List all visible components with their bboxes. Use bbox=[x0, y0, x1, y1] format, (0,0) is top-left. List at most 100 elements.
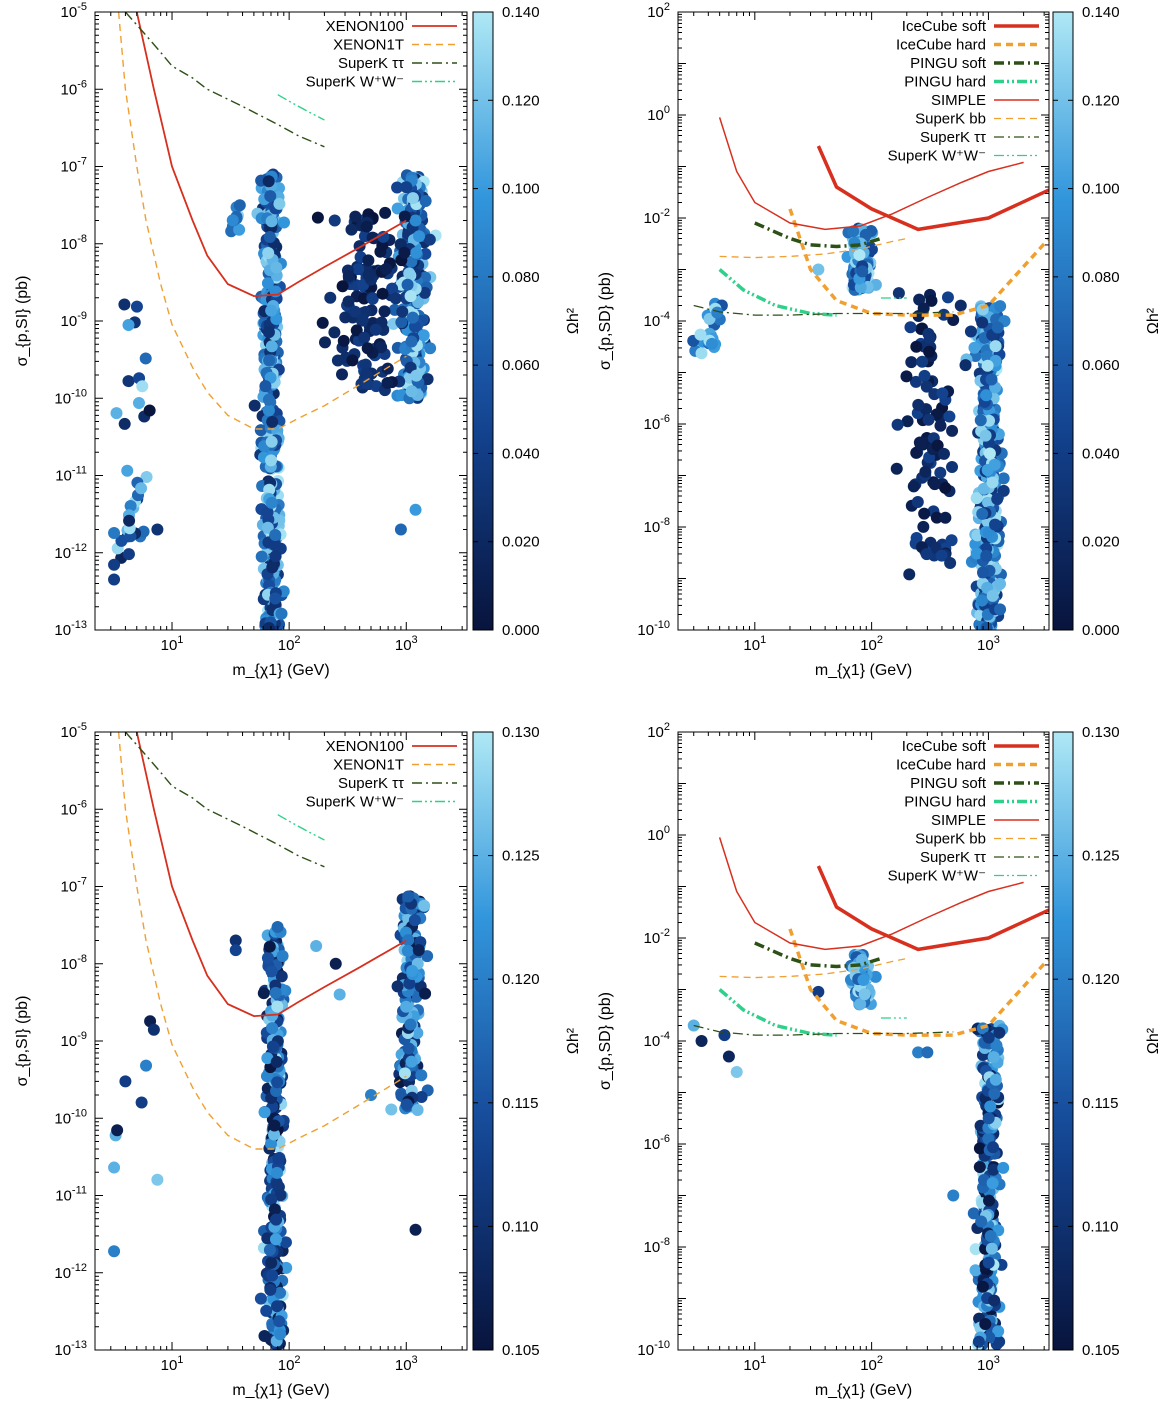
scatter-point bbox=[263, 354, 276, 367]
scatter-point bbox=[132, 396, 145, 409]
scatter-point bbox=[385, 1103, 398, 1116]
scatter-point bbox=[121, 464, 134, 477]
scatter-point bbox=[350, 324, 363, 337]
scatter-point bbox=[981, 359, 994, 372]
scatter-point bbox=[730, 1066, 743, 1079]
scatter-point bbox=[857, 973, 870, 986]
colorbar-tick-label: 0.125 bbox=[1082, 848, 1120, 865]
scatter-point bbox=[411, 1103, 424, 1116]
colorbar-tick-label: 0.130 bbox=[502, 724, 540, 741]
scatter-point bbox=[986, 476, 999, 489]
y-tick-label: 10-2 bbox=[644, 207, 670, 227]
scatter-point bbox=[990, 1039, 1003, 1052]
scatter-point bbox=[977, 482, 990, 495]
scatter-point bbox=[946, 460, 959, 473]
colorbar-label: Ωh² bbox=[1145, 307, 1162, 334]
legend-label: SuperK ττ bbox=[920, 849, 986, 866]
scatter-point bbox=[722, 1050, 735, 1063]
scatter-point bbox=[262, 393, 275, 406]
legend-label: XENON1T bbox=[333, 757, 404, 774]
scatter-point bbox=[921, 1046, 934, 1059]
scatter-point bbox=[410, 369, 423, 382]
scatter-point bbox=[275, 970, 288, 983]
scatter-point bbox=[118, 417, 131, 430]
scatter-point bbox=[271, 920, 284, 933]
scatter-point bbox=[258, 1330, 271, 1343]
scatter-point bbox=[991, 493, 1004, 506]
colorbar-tick-label: 0.110 bbox=[502, 1218, 538, 1235]
series-line-2 bbox=[124, 12, 325, 148]
scatter-point bbox=[233, 199, 246, 212]
legend-label: SuperK bb bbox=[915, 831, 986, 848]
scatter-point bbox=[946, 424, 959, 437]
scatter-point bbox=[967, 1207, 980, 1220]
scatter-point bbox=[273, 197, 286, 210]
scatter-point bbox=[988, 458, 1001, 471]
scatter-point bbox=[265, 1256, 278, 1269]
scatter-point bbox=[328, 326, 341, 339]
legend-label: PINGU hard bbox=[904, 74, 986, 91]
scatter-point bbox=[266, 1022, 279, 1035]
scatter-point bbox=[922, 413, 935, 426]
scatter-point bbox=[261, 277, 274, 290]
scatter-point bbox=[377, 230, 390, 243]
scatter-point bbox=[248, 399, 261, 412]
scatter-points bbox=[108, 168, 442, 630]
scatter-point bbox=[914, 438, 927, 451]
scatter-point bbox=[859, 228, 872, 241]
scatter-point bbox=[316, 316, 329, 329]
scatter-point bbox=[349, 305, 362, 318]
chart-panel-top-left: 101 102 103 10-13 10-12 10-11 10-10 10-9 10… bbox=[14, 1, 582, 679]
colorbar-tick-label: 0.020 bbox=[502, 534, 540, 551]
scatter-point bbox=[892, 287, 905, 300]
scatter-point bbox=[412, 944, 425, 957]
scatter-point bbox=[362, 254, 375, 267]
legend-label: SuperK W⁺W⁻ bbox=[888, 148, 986, 165]
scatter-point bbox=[415, 1069, 428, 1082]
x-tick-label: 103 bbox=[395, 1354, 418, 1374]
y-tick-label: 10-2 bbox=[644, 927, 670, 947]
scatter-point bbox=[994, 603, 1007, 616]
scatter-point bbox=[119, 1075, 132, 1088]
chart-panel-top-right: 101 102 103 10-10 10-8 10-6 10-4 10-2 100 1… bbox=[597, 1, 1162, 679]
scatter-point bbox=[264, 1283, 277, 1296]
scatter-point bbox=[346, 354, 359, 367]
colorbar-tick-label: 0.020 bbox=[1082, 534, 1120, 551]
scatter-point bbox=[925, 294, 938, 307]
scatter-point bbox=[360, 220, 373, 233]
scatter-point bbox=[695, 1035, 708, 1047]
scatter-point bbox=[369, 323, 382, 336]
scatter-point bbox=[972, 1335, 985, 1348]
scatter-point bbox=[939, 511, 952, 524]
colorbar-label: Ωh² bbox=[565, 307, 582, 334]
legend-label: PINGU hard bbox=[904, 794, 986, 811]
scatter-point bbox=[398, 246, 411, 259]
scatter-point bbox=[265, 496, 278, 509]
scatter-point bbox=[928, 478, 941, 491]
legend-label: IceCube hard bbox=[896, 37, 986, 54]
scatter-point bbox=[919, 465, 932, 478]
legend-label: SuperK ττ bbox=[920, 129, 986, 146]
scatter-point bbox=[270, 261, 283, 274]
scatter-point bbox=[270, 1166, 283, 1179]
scatter-point bbox=[986, 589, 999, 602]
scatter-point bbox=[380, 262, 393, 275]
scatter-point bbox=[361, 377, 374, 390]
scatter-point bbox=[937, 447, 950, 460]
colorbar-tick-label: 0.120 bbox=[502, 92, 540, 109]
scatter-point bbox=[398, 1067, 411, 1080]
scatter-point bbox=[233, 223, 246, 236]
scatter-point bbox=[980, 549, 993, 562]
scatter-point bbox=[900, 370, 913, 383]
scatter-point bbox=[423, 233, 436, 246]
y-tick-label: 10-13 bbox=[54, 1339, 87, 1359]
scatter-point bbox=[328, 214, 341, 227]
scatter-point bbox=[274, 1286, 287, 1299]
scatter-point bbox=[989, 518, 1002, 531]
legend-label: PINGU soft bbox=[910, 55, 987, 72]
y-tick-label: 100 bbox=[647, 824, 670, 844]
scatter-point bbox=[695, 347, 708, 360]
scatter-point bbox=[108, 1161, 121, 1174]
scatter-point bbox=[974, 414, 987, 427]
legend-label: SuperK ττ bbox=[338, 775, 404, 792]
